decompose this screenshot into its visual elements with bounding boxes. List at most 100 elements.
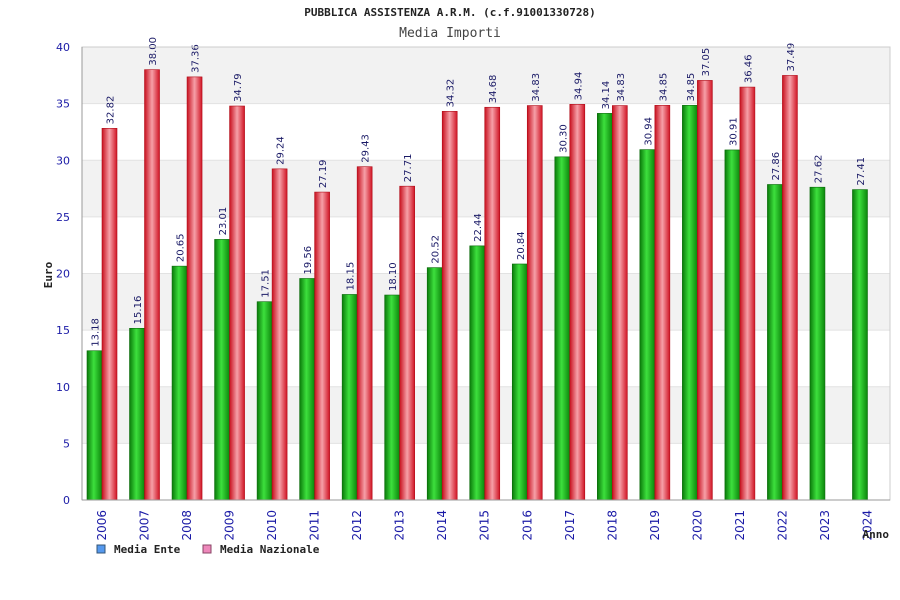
x-tick-label-2018: 2018 <box>605 510 619 541</box>
value-label-media-nazionale-2022: 37.49 <box>786 43 797 72</box>
bar-media-ente-2016 <box>511 263 528 501</box>
x-axis-label: Anno <box>863 528 890 541</box>
y-tick-label: 40 <box>56 41 70 54</box>
value-label-media-ente-2007: 15.16 <box>133 296 144 325</box>
bar-media-ente-2011 <box>299 278 315 501</box>
bar-media-nazionale-2012 <box>356 166 373 501</box>
value-label-media-ente-2012: 18.15 <box>346 262 357 291</box>
bar-media-ente-2012 <box>341 294 358 501</box>
bar-media-nazionale-2019 <box>654 105 671 501</box>
value-label-media-ente-2016: 20.84 <box>516 231 527 260</box>
bar-media-nazionale-2017 <box>569 104 586 501</box>
bar-media-ente-2017 <box>554 156 571 501</box>
value-label-media-ente-2014: 20.52 <box>431 235 442 264</box>
x-tick-label-2008: 2008 <box>180 510 194 541</box>
x-tick-label-2009: 2009 <box>223 510 237 541</box>
x-tick-label-2006: 2006 <box>95 510 109 541</box>
legend-label-media-ente: Media Ente <box>114 543 181 556</box>
chart-subtitle: Media Importi <box>399 26 501 41</box>
value-label-media-ente-2015: 22.44 <box>473 213 484 242</box>
value-label-media-nazionale-2010: 29.24 <box>276 136 287 165</box>
value-label-media-ente-2006: 13.18 <box>91 318 102 347</box>
bar-media-ente-2024 <box>852 189 868 501</box>
legend: Media Ente Media Nazionale <box>96 543 320 556</box>
bar-media-nazionale-2009 <box>229 105 245 501</box>
bar-media-ente-2006 <box>86 350 103 501</box>
y-tick-label: 15 <box>56 324 70 337</box>
bar-media-ente-2018 <box>597 113 613 501</box>
bar-media-nazionale-2014 <box>441 111 458 501</box>
y-tick-label: 35 <box>56 98 70 111</box>
bar-media-ente-2014 <box>426 267 443 501</box>
value-label-media-nazionale-2015: 34.68 <box>488 75 499 104</box>
bar-media-nazionale-2010 <box>271 168 288 501</box>
value-label-media-ente-2024: 27.41 <box>856 157 867 186</box>
y-tick-label: 10 <box>56 381 70 394</box>
y-axis-label: Euro <box>42 261 55 288</box>
x-tick-label-2015: 2015 <box>478 510 492 541</box>
value-label-media-nazionale-2008: 37.36 <box>191 44 202 73</box>
bar-media-ente-2007 <box>129 328 145 501</box>
legend-swatch-media-ente <box>96 544 106 554</box>
x-tick-label-2011: 2011 <box>308 510 322 541</box>
x-tick-label-2023: 2023 <box>818 510 832 541</box>
value-label-media-nazionale-2017: 34.94 <box>573 72 584 101</box>
x-tick-label-2007: 2007 <box>138 510 152 541</box>
y-tick-label: 20 <box>56 268 70 281</box>
value-labels: 13.18 32.82 15.16 38.00 20.65 37.36 23.01 34.79… <box>91 37 867 347</box>
bar-media-nazionale-2006 <box>101 128 118 501</box>
value-label-media-nazionale-2018: 34.83 <box>616 73 627 102</box>
x-tick-label-2020: 2020 <box>690 510 704 541</box>
bar-media-nazionale-2018 <box>612 105 628 501</box>
value-label-media-nazionale-2009: 34.79 <box>233 73 244 102</box>
x-tick-label-2021: 2021 <box>733 510 747 541</box>
bar-media-ente-2009 <box>214 239 230 501</box>
legend-swatch-media-nazionale <box>202 544 212 554</box>
y-tick-label: 25 <box>56 211 70 224</box>
value-label-media-nazionale-2021: 36.46 <box>743 54 754 83</box>
bar-media-nazionale-2021 <box>739 86 756 501</box>
bar-media-ente-2019 <box>639 149 656 501</box>
value-label-media-ente-2022: 27.86 <box>771 152 782 181</box>
value-label-media-ente-2011: 19.56 <box>303 246 314 275</box>
bar-media-ente-2021 <box>724 149 741 501</box>
bar-media-nazionale-2013 <box>399 185 415 501</box>
y-tick-label: 0 <box>63 494 70 507</box>
value-label-media-nazionale-2014: 34.32 <box>446 79 457 108</box>
value-label-media-nazionale-2013: 27.71 <box>403 154 414 183</box>
value-label-media-ente-2018: 34.14 <box>601 81 612 110</box>
chart-title: PUBBLICA ASSISTENZA A.R.M. (c.f.91001330… <box>304 6 595 19</box>
x-tick-label-2019: 2019 <box>648 510 662 541</box>
value-label-media-ente-2019: 30.94 <box>643 117 654 146</box>
value-label-media-nazionale-2019: 34.85 <box>658 73 669 102</box>
value-label-media-ente-2017: 30.30 <box>558 124 569 153</box>
value-label-media-ente-2021: 30.91 <box>728 117 739 146</box>
value-label-media-ente-2009: 23.01 <box>218 207 229 236</box>
bar-media-nazionale-2007 <box>144 69 160 501</box>
value-label-media-ente-2020: 34.85 <box>686 73 697 102</box>
value-label-media-ente-2013: 18.10 <box>388 262 399 291</box>
bar-media-nazionale-2016 <box>526 105 543 501</box>
y-tick-label: 5 <box>63 437 70 450</box>
bar-media-nazionale-2022 <box>782 75 798 501</box>
bar-media-nazionale-2011 <box>314 191 330 501</box>
x-tick-label-2013: 2013 <box>393 510 407 541</box>
bar-media-nazionale-2008 <box>186 76 203 501</box>
x-tick-label-2010: 2010 <box>265 510 279 541</box>
bar-media-nazionale-2015 <box>484 106 501 501</box>
x-tick-label-2017: 2017 <box>563 510 577 541</box>
x-tick-label-2012: 2012 <box>350 510 364 541</box>
bar-media-ente-2008 <box>171 265 188 501</box>
bar-media-ente-2023 <box>809 186 826 501</box>
x-tick-label-2022: 2022 <box>775 510 789 541</box>
value-label-media-ente-2010: 17.51 <box>261 269 272 298</box>
y-tick-label: 30 <box>56 154 70 167</box>
value-label-media-ente-2008: 20.65 <box>176 233 187 262</box>
value-label-media-nazionale-2011: 27.19 <box>318 159 329 188</box>
bar-media-ente-2020 <box>682 105 698 501</box>
legend-label-media-nazionale: Media Nazionale <box>220 543 320 556</box>
value-label-media-nazionale-2016: 34.83 <box>531 73 542 102</box>
value-label-media-nazionale-2012: 29.43 <box>361 134 372 163</box>
x-tick-label-2016: 2016 <box>520 510 534 541</box>
bar-media-ente-2022 <box>767 184 783 501</box>
